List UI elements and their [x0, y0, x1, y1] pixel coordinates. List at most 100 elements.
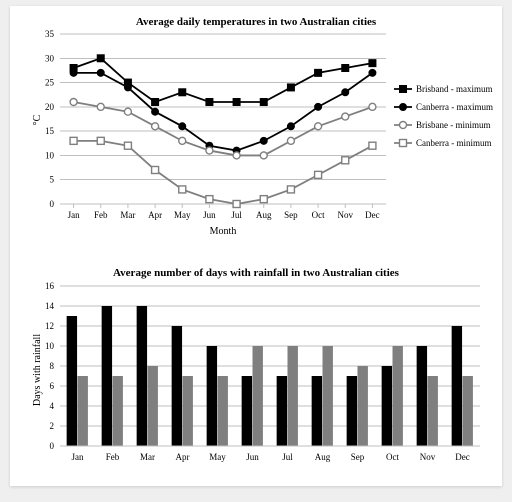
marker-circle-filled: [124, 84, 131, 91]
temp-legend: Brisband - maximum Canberra - maximum Bris…: [394, 84, 493, 148]
rain-bar: [417, 346, 427, 446]
marker-square-filled: [260, 99, 267, 106]
rain-xtick-label: Aug: [315, 452, 331, 462]
temp-legend-label: Canberra - maximum: [416, 102, 493, 112]
rain-bar: [172, 326, 182, 446]
marker-circle-open: [152, 123, 159, 130]
rain-ytick-label: 4: [50, 401, 55, 411]
temp-ytick-label: 35: [45, 29, 55, 39]
page: Average daily temperatures in two Austra…: [0, 0, 512, 502]
temp-legend-label: Brisband - maximum: [416, 84, 493, 94]
marker-circle-filled: [315, 103, 322, 110]
temp-xtick-label: Jan: [68, 210, 80, 220]
temp-xtick-label: Oct: [312, 210, 325, 220]
temp-legend-label: Brisbane - minimum: [416, 120, 491, 130]
temp-ytick-label: 30: [45, 53, 55, 63]
marker-circle-filled: [97, 69, 104, 76]
rain-bar: [277, 376, 287, 446]
rain-xtick-label: Mar: [140, 452, 155, 462]
marker-square-open: [400, 140, 407, 147]
rain-bar: [288, 346, 298, 446]
rain-bar: [393, 346, 403, 446]
rain-bar: [358, 366, 368, 446]
chart-card: Average daily temperatures in two Austra…: [10, 6, 502, 486]
marker-square-open: [287, 186, 294, 193]
rain-ytick-label: 10: [45, 341, 55, 351]
marker-square-open: [124, 142, 131, 149]
rain-bar: [207, 346, 217, 446]
marker-circle-open: [369, 103, 376, 110]
temp-ytick-label: 20: [45, 102, 55, 112]
temp-xtick-label: Aug: [256, 210, 272, 220]
marker-circle-filled: [152, 108, 159, 115]
marker-square-open: [179, 186, 186, 193]
marker-square-filled: [179, 89, 186, 96]
marker-circle-open: [342, 113, 349, 120]
rain-ytick-label: 0: [50, 441, 55, 451]
rain-ytick-label: 6: [50, 381, 55, 391]
rain-bar: [242, 376, 252, 446]
marker-square-open: [152, 167, 159, 174]
marker-square-filled: [315, 69, 322, 76]
marker-square-filled: [206, 99, 213, 106]
temp-series-line: [74, 73, 373, 151]
rain-xtick-label: Oct: [386, 452, 399, 462]
rain-bar: [67, 316, 77, 446]
rain-bar: [382, 366, 392, 446]
temp-xtick-label: Mar: [120, 210, 135, 220]
rain-ytick-label: 12: [45, 321, 54, 331]
marker-square-filled: [400, 86, 407, 93]
marker-circle-filled: [179, 123, 186, 130]
temp-xtick-label: Sep: [284, 210, 298, 220]
temp-ytick-label: 25: [45, 78, 55, 88]
temp-xtick-label: Dec: [365, 210, 380, 220]
rain-xtick-label: Sep: [351, 452, 365, 462]
marker-circle-filled: [369, 69, 376, 76]
temp-xtick-label: Nov: [338, 210, 354, 220]
marker-square-open: [97, 137, 104, 144]
temp-ytick-label: 0: [50, 199, 55, 209]
marker-circle-filled: [260, 137, 267, 144]
rain-bar: [148, 366, 158, 446]
rain-bar: [218, 376, 228, 446]
rain-bar: [347, 376, 357, 446]
marker-square-open: [70, 137, 77, 144]
marker-square-open: [315, 171, 322, 178]
marker-square-filled: [97, 55, 104, 62]
marker-square-filled: [369, 60, 376, 67]
marker-circle-open: [315, 123, 322, 130]
rain-ytick-label: 14: [45, 301, 55, 311]
marker-square-open: [342, 157, 349, 164]
marker-circle-open: [206, 147, 213, 154]
temp-ytick-label: 5: [50, 175, 55, 185]
rain-bar: [312, 376, 322, 446]
rain-xtick-label: Jan: [72, 452, 84, 462]
marker-square-open: [369, 142, 376, 149]
marker-square-open: [233, 201, 240, 208]
temp-xtick-label: May: [174, 210, 191, 220]
marker-circle-open: [124, 108, 131, 115]
marker-circle-open: [97, 103, 104, 110]
marker-circle-open: [179, 137, 186, 144]
rain-bar: [183, 376, 193, 446]
temp-ytick-label: 10: [45, 150, 55, 160]
rain-bar: [323, 346, 333, 446]
rain-xtick-label: Jul: [282, 452, 293, 462]
marker-circle-filled: [70, 69, 77, 76]
rain-bar: [428, 376, 438, 446]
rain-xtick-label: Feb: [106, 452, 120, 462]
marker-square-filled: [287, 84, 294, 91]
rain-xtick-label: Nov: [420, 452, 436, 462]
temp-ytick-label: 15: [45, 126, 55, 136]
temp-xtick-label: Apr: [148, 210, 162, 220]
temp-series-line: [74, 141, 373, 204]
temp-xtick-label: Feb: [94, 210, 108, 220]
rain-bar: [463, 376, 473, 446]
temp-legend-label: Canberra - minimum: [416, 138, 491, 148]
temp-xtick-label: Jul: [231, 210, 242, 220]
rain-chart: 0246810121416JanFebMarAprMayJunJulAugSep…: [10, 262, 502, 480]
marker-circle-open: [233, 152, 240, 159]
marker-square-open: [206, 196, 213, 203]
temp-chart: 0 5 10 15 20 25 30 35 Jan Feb Mar Apr May Jun Jul Aug Se…: [10, 6, 502, 254]
temp-xtick-label: Jun: [203, 210, 216, 220]
